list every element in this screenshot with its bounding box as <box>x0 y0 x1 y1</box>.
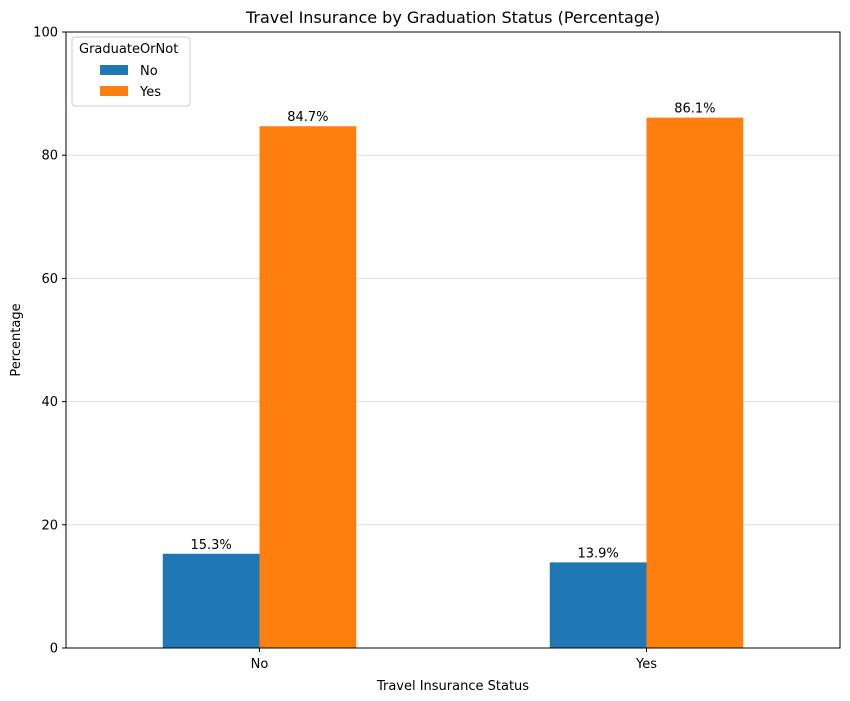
data-labels: 15.3% 84.7% 13.9% 86.1% <box>190 102 715 562</box>
plot-frame <box>65 31 841 649</box>
data-label: 86.1% <box>674 102 715 117</box>
y-tick-label: 40 <box>41 395 58 410</box>
data-label: 13.9% <box>577 546 618 561</box>
legend-swatch-no <box>100 65 128 75</box>
legend-swatch-yes <box>100 86 128 96</box>
data-label: 15.3% <box>190 538 231 553</box>
y-tick-label: 20 <box>41 518 58 533</box>
y-tick-label: 100 <box>33 26 58 41</box>
x-axis-label: Travel Insurance Status <box>376 679 529 694</box>
legend-label-no: No <box>140 64 158 79</box>
chart-title: Travel Insurance by Graduation Status (P… <box>245 8 660 27</box>
y-tick-label: 80 <box>41 149 58 164</box>
axes: 0 20 40 60 80 100 No Yes <box>33 26 657 673</box>
bar-yes-yes <box>646 117 744 648</box>
legend-label-yes: Yes <box>139 85 161 100</box>
y-tick-label: 0 <box>50 642 58 657</box>
data-label: 84.7% <box>287 110 328 125</box>
x-tick-label: No <box>251 657 269 672</box>
y-axis-label: Percentage <box>9 303 24 376</box>
x-tick-label: Yes <box>635 657 657 672</box>
legend: GraduateOrNot No Yes <box>71 36 191 107</box>
bar-no-no <box>162 553 260 648</box>
bar-yes-no <box>549 562 647 648</box>
y-tick-label: 60 <box>41 272 58 287</box>
bars <box>162 117 744 649</box>
bar-no-yes <box>259 126 357 649</box>
legend-title: GraduateOrNot <box>79 42 178 57</box>
